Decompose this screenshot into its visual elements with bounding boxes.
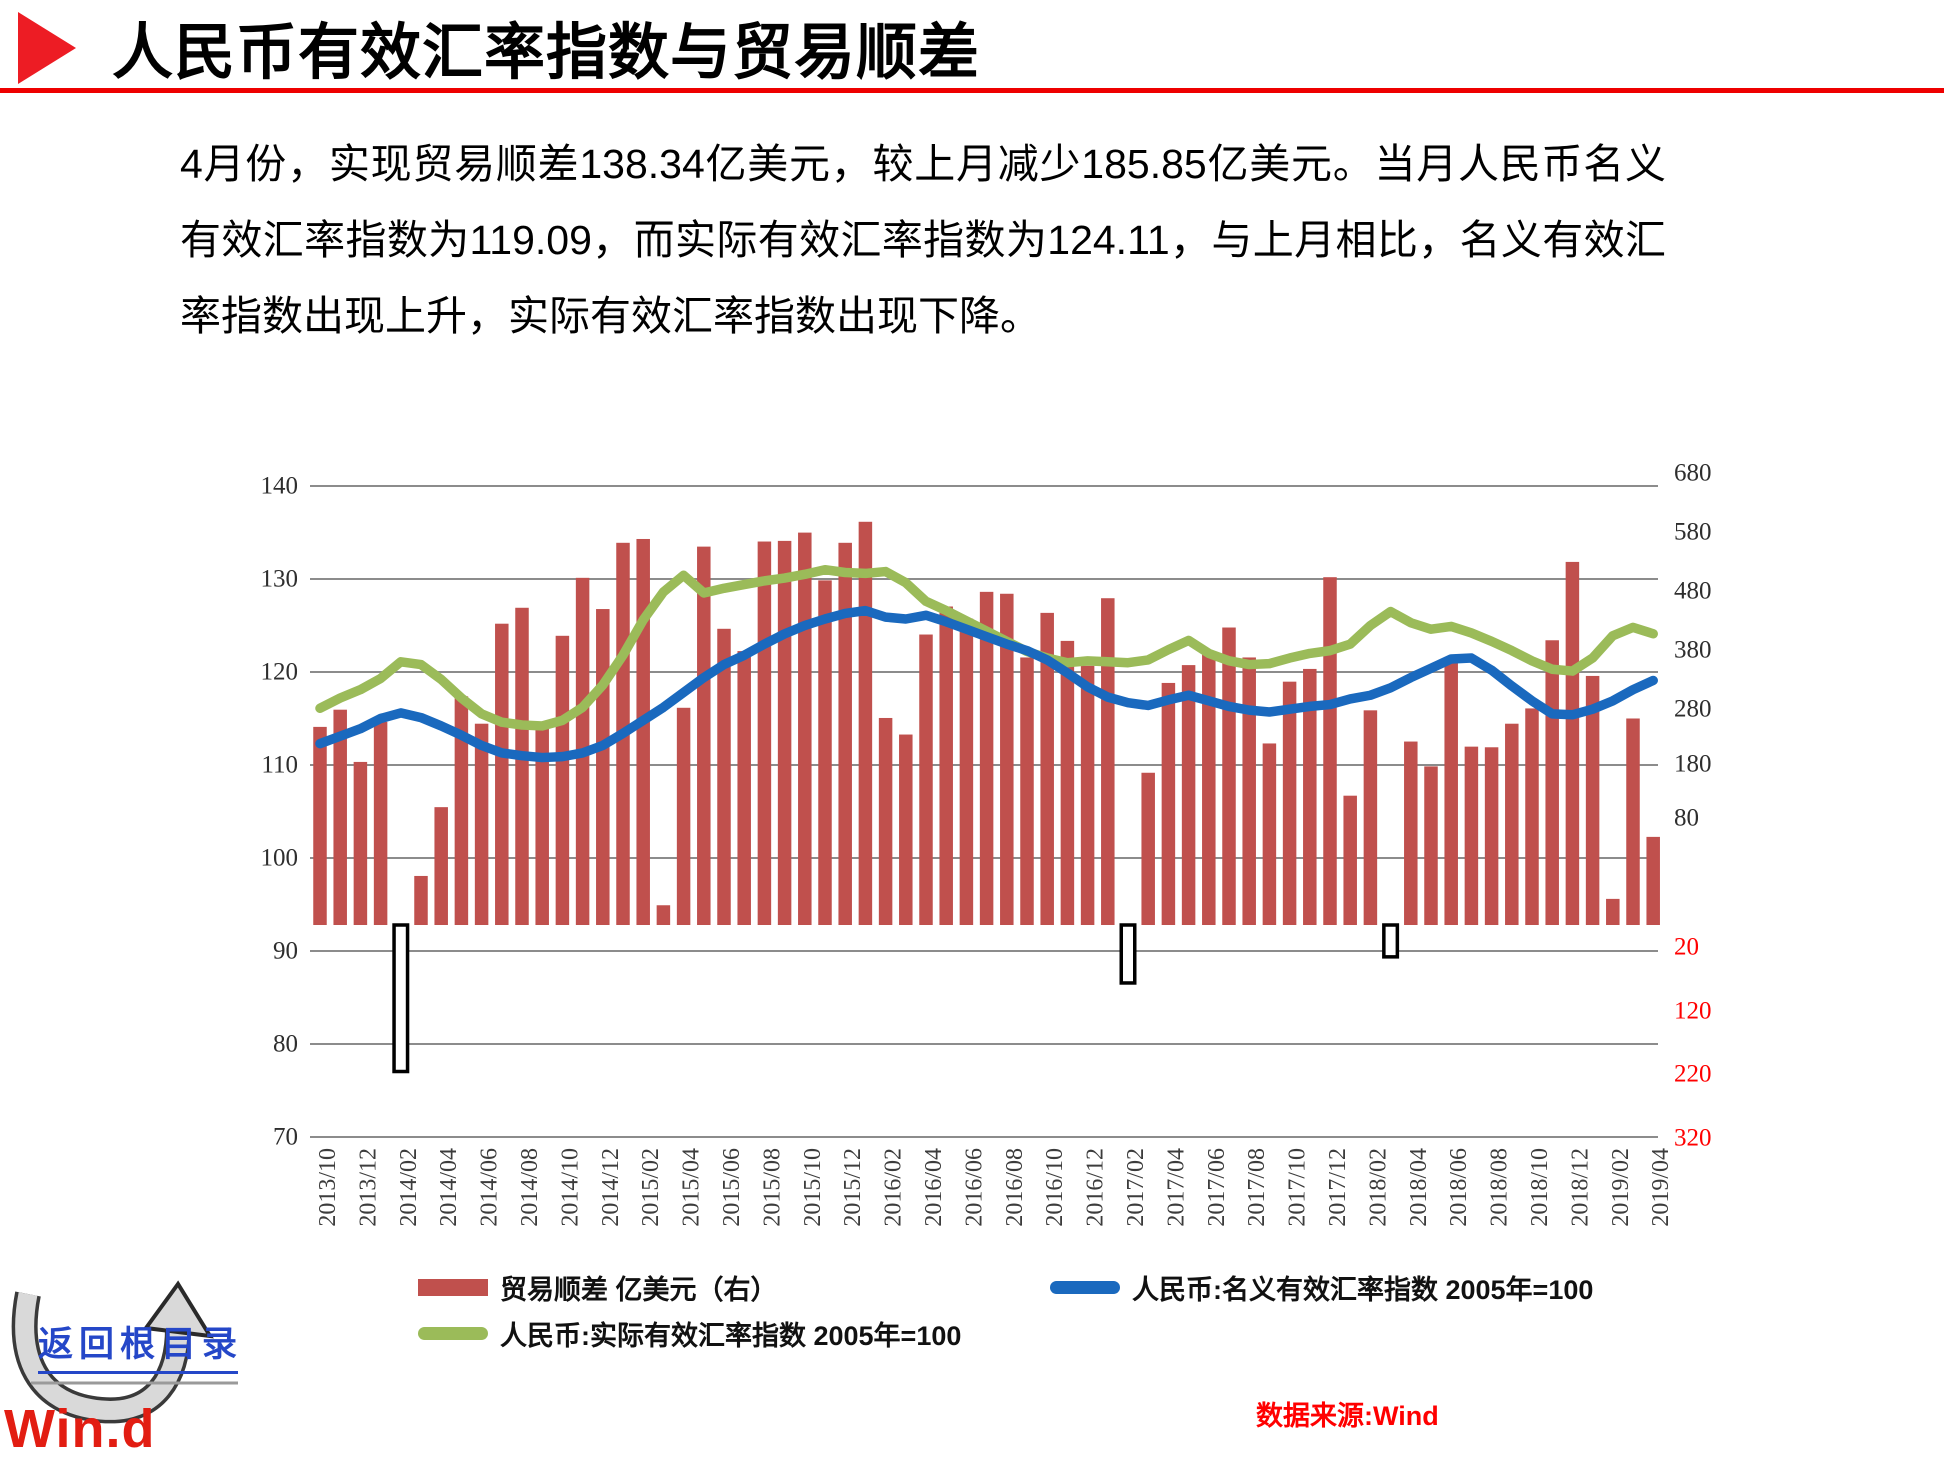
legend-label-trade-surplus: 贸易顺差 亿美元（右）: [500, 1275, 778, 1305]
legend-swatch-neer-line: [1050, 1281, 1120, 1294]
wind-logo-arrow-icon[interactable]: [6, 1276, 246, 1456]
summary-paragraph: 4月份，实现贸易顺差138.34亿美元，较上月减少185.85亿美元。当月人民币…: [180, 141, 1666, 339]
back-to-contents-link[interactable]: 返回根目录: [38, 1316, 238, 1374]
svg-text:80: 80: [273, 1031, 298, 1058]
legend-item-neer: 人民币:名义有效汇率指数 2005年=100: [1050, 1268, 1593, 1307]
wind-brand-logo: Win.d: [4, 1399, 156, 1459]
svg-text:2014/04: 2014/04: [436, 1148, 462, 1227]
svg-text:2017/08: 2017/08: [1244, 1148, 1270, 1227]
svg-text:130: 130: [261, 566, 299, 593]
svg-text:90: 90: [273, 938, 298, 965]
svg-text:680: 680: [1674, 460, 1712, 487]
svg-text:2015/08: 2015/08: [759, 1148, 785, 1227]
svg-text:2016/10: 2016/10: [1042, 1148, 1068, 1227]
svg-text:2018/06: 2018/06: [1446, 1148, 1472, 1227]
svg-text:2016/06: 2016/06: [961, 1148, 987, 1227]
svg-text:2015/04: 2015/04: [679, 1148, 705, 1227]
svg-text:220: 220: [1674, 1061, 1712, 1088]
svg-text:2015/10: 2015/10: [800, 1148, 826, 1227]
svg-text:2019/02: 2019/02: [1608, 1148, 1634, 1227]
svg-text:580: 580: [1674, 519, 1712, 546]
legend-swatch-bar: [418, 1279, 488, 1296]
svg-text:280: 280: [1674, 696, 1712, 723]
svg-text:2018/04: 2018/04: [1406, 1148, 1432, 1227]
svg-text:2015/02: 2015/02: [638, 1148, 664, 1227]
svg-text:2018/10: 2018/10: [1527, 1148, 1553, 1227]
svg-text:180: 180: [1674, 751, 1712, 778]
triangle-right-icon: [18, 12, 76, 84]
svg-text:2015/06: 2015/06: [719, 1148, 745, 1227]
svg-text:2016/04: 2016/04: [921, 1148, 947, 1227]
svg-text:2017/06: 2017/06: [1204, 1148, 1230, 1227]
svg-text:380: 380: [1674, 637, 1712, 664]
svg-text:2013/12: 2013/12: [355, 1148, 381, 1227]
svg-text:2017/02: 2017/02: [1123, 1148, 1149, 1227]
svg-text:2014/10: 2014/10: [557, 1148, 583, 1227]
svg-text:20: 20: [1674, 934, 1699, 961]
svg-text:120: 120: [261, 659, 299, 686]
page-title: 人民币有效汇率指数与贸易顺差: [112, 18, 981, 86]
svg-text:320: 320: [1674, 1125, 1712, 1152]
svg-text:2017/04: 2017/04: [1163, 1148, 1189, 1227]
legend-label-neer: 人民币:名义有效汇率指数 2005年=100: [1132, 1275, 1594, 1305]
svg-text:70: 70: [273, 1124, 298, 1151]
svg-text:2019/04: 2019/04: [1648, 1148, 1674, 1227]
svg-text:2014/12: 2014/12: [598, 1148, 624, 1227]
legend-item-reer: 人民币:实际有效汇率指数 2005年=100: [418, 1314, 961, 1353]
legend-item-trade-surplus: 贸易顺差 亿美元（右）: [418, 1268, 778, 1307]
svg-text:2017/10: 2017/10: [1285, 1148, 1311, 1227]
header-divider: [0, 88, 1944, 93]
svg-text:2013/10: 2013/10: [315, 1148, 341, 1227]
legend-label-reer: 人民币:实际有效汇率指数 2005年=100: [500, 1321, 962, 1351]
svg-text:100: 100: [261, 845, 299, 872]
svg-text:2018/08: 2018/08: [1487, 1148, 1513, 1227]
svg-text:2016/12: 2016/12: [1083, 1148, 1109, 1227]
svg-text:2014/06: 2014/06: [477, 1148, 503, 1227]
svg-text:2015/12: 2015/12: [840, 1148, 866, 1227]
svg-text:2018/02: 2018/02: [1365, 1148, 1391, 1227]
svg-text:140: 140: [261, 473, 299, 500]
svg-text:80: 80: [1674, 805, 1699, 832]
svg-text:120: 120: [1674, 998, 1712, 1025]
svg-text:2014/02: 2014/02: [396, 1148, 422, 1227]
svg-text:2016/08: 2016/08: [1002, 1148, 1028, 1227]
svg-text:2014/08: 2014/08: [517, 1148, 543, 1227]
svg-text:110: 110: [261, 752, 298, 779]
data-source-note: 数据来源:Wind: [1256, 1401, 1439, 1431]
svg-text:480: 480: [1674, 578, 1712, 605]
svg-text:2016/02: 2016/02: [881, 1148, 907, 1227]
legend-swatch-reer-line: [418, 1327, 488, 1340]
svg-text:2018/12: 2018/12: [1567, 1148, 1593, 1227]
svg-text:2017/12: 2017/12: [1325, 1148, 1351, 1227]
